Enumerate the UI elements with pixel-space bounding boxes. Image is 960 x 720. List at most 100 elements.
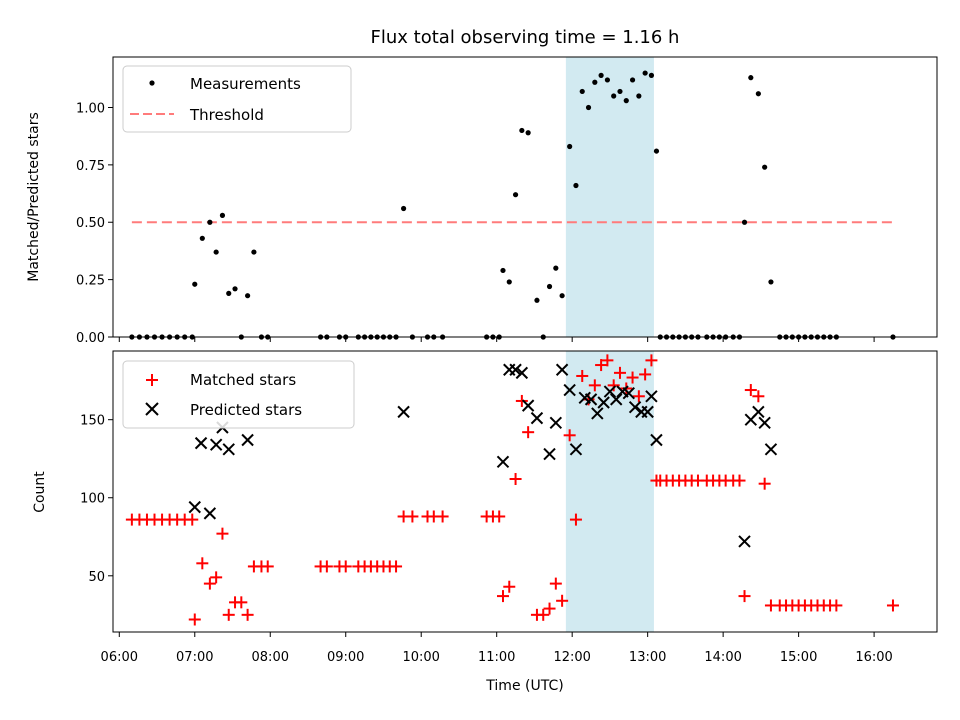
matched-point [186, 513, 199, 526]
predicted-point [752, 405, 765, 419]
predicted-point [188, 500, 201, 514]
x-tick-label: 12:00 [553, 650, 590, 665]
y-tick-label: 50 [88, 570, 105, 585]
measurement-point [573, 182, 579, 189]
y-tick-label: 100 [80, 492, 105, 507]
matched-point [406, 510, 419, 523]
measurement-point [546, 283, 553, 290]
matched-point [830, 599, 843, 612]
measurement-point [519, 127, 525, 134]
legend-predicted-marker [145, 402, 159, 416]
measurement-point [629, 77, 636, 83]
measurement-point [611, 93, 617, 99]
measurement-point [232, 286, 238, 292]
predicted-point [645, 390, 658, 403]
measurement-point [598, 72, 604, 78]
x-tick-label: 09:00 [327, 650, 364, 665]
y-tick-label: 150 [80, 414, 105, 429]
predicted-point [194, 436, 208, 450]
top-legend: Measurements Threshold [122, 65, 352, 133]
measurement-point [559, 293, 565, 299]
legend-measurements-marker [149, 80, 155, 86]
matched-point [320, 560, 333, 573]
predicted-point [209, 438, 223, 451]
top-shaded-region [565, 57, 654, 337]
predicted-point [397, 405, 410, 419]
matched-point [595, 359, 608, 372]
x-tick-label: 14:00 [704, 650, 741, 665]
bottom-plot-frame [112, 350, 938, 633]
predicted-point [203, 507, 217, 520]
matched-point [496, 590, 509, 603]
matched-point [607, 379, 620, 392]
bottom-y-axis-label: Count [32, 471, 48, 513]
measurement-point [534, 297, 540, 303]
x-tick-label: 13:00 [629, 650, 666, 665]
matched-point [203, 577, 216, 590]
matched-point [515, 394, 528, 407]
matched-point [196, 557, 209, 570]
legend-matched-label: Matched stars [190, 371, 296, 389]
measurement-point [213, 249, 219, 255]
measurement-point [579, 88, 585, 95]
measurement-point [648, 72, 655, 78]
predicted-point [222, 443, 235, 456]
matched-point [569, 513, 582, 526]
measurement-point [755, 91, 761, 97]
measurement-point [642, 70, 648, 76]
measurement-point [748, 75, 754, 81]
measurement-point [604, 77, 611, 83]
measurement-point [653, 148, 660, 154]
predicted-points [188, 363, 778, 548]
matched-point [549, 577, 562, 590]
matched-point [235, 596, 248, 609]
matched-point [752, 390, 765, 403]
measurement-point [525, 130, 531, 136]
legend-predicted-label: Predicted stars [190, 401, 302, 419]
legend-measurements-label: Measurements [190, 75, 301, 93]
x-tick-label: 15:00 [780, 650, 817, 665]
y-tick-label: 1.00 [76, 101, 105, 116]
matched-point [613, 366, 626, 379]
top-panel: 0.00 0.25 0.50 0.75 1.00 Matched/Predicted s… [26, 56, 938, 346]
predicted-point [628, 400, 642, 414]
measurement-point [226, 290, 232, 296]
matched-point [556, 594, 569, 607]
matched-point [188, 613, 201, 626]
predicted-point [496, 455, 510, 469]
predicted-point [738, 535, 751, 548]
matched-point [537, 608, 550, 621]
measurement-point [553, 265, 559, 271]
matched-point [543, 602, 556, 615]
measurement-point [506, 279, 512, 285]
matched-point [645, 354, 658, 367]
measurement-point [199, 235, 205, 241]
predicted-point [609, 393, 623, 406]
measurement-point [401, 205, 407, 212]
predicted-point [530, 411, 544, 425]
predicted-point [549, 416, 563, 430]
x-tick-label: 08:00 [252, 650, 289, 665]
predicted-point [555, 363, 569, 376]
matched-point [588, 379, 601, 392]
legend-matched-marker [146, 374, 158, 386]
bottom-legend-box [122, 360, 355, 429]
measurement-point [192, 281, 198, 287]
predicted-point [515, 366, 529, 380]
predicted-point [241, 433, 254, 447]
measurement-point [500, 267, 506, 274]
y-tick-label: 0.25 [76, 274, 105, 289]
top-legend-box [122, 65, 352, 133]
matched-point [222, 608, 235, 621]
predicted-point [758, 416, 771, 430]
matched-point [744, 384, 757, 397]
matched-point [563, 429, 576, 442]
x-tick-label: 16:00 [855, 650, 892, 665]
measurement-point [219, 212, 226, 218]
predicted-point [521, 399, 535, 412]
predicted-point [597, 396, 610, 409]
measurement-point [623, 98, 629, 104]
top-plot-frame [112, 56, 938, 338]
matched-point [261, 560, 274, 573]
